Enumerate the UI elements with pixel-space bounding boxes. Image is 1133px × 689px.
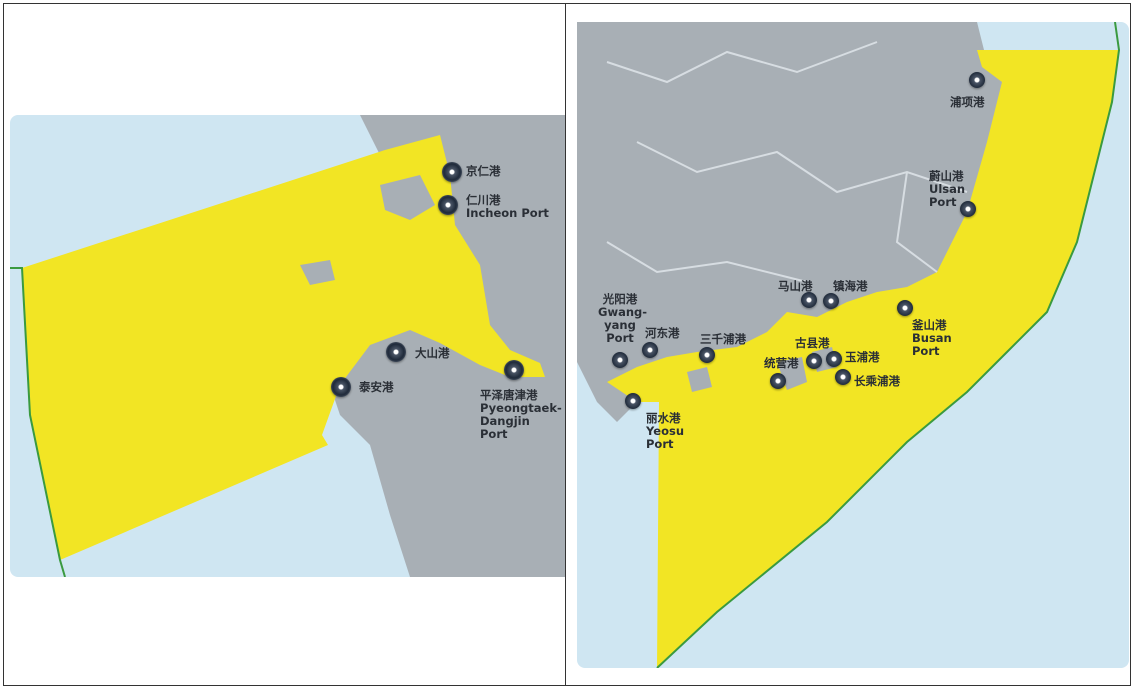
port-label-jangseungpo: 长乘浦港 <box>854 374 900 388</box>
land <box>577 22 1012 422</box>
port-marker-masan[interactable] <box>801 292 817 308</box>
port-label-gwangyang: 光阳港 Gwang-yang Port <box>598 292 648 345</box>
port-marker-ulsan[interactable] <box>960 201 976 217</box>
port-label-jinhae: 镇海港 <box>833 279 868 293</box>
economic-zone <box>22 135 545 560</box>
port-marker-incheon[interactable] <box>438 195 458 215</box>
province-borders <box>606 41 968 283</box>
port-marker-hadong[interactable] <box>642 342 658 358</box>
port-label-gohyeon: 古县港 <box>795 336 830 350</box>
port-label-taean: 泰安港 <box>359 380 394 394</box>
boundary-line <box>656 22 1121 668</box>
port-marker-jangseungpo[interactable] <box>835 369 851 385</box>
economic-zone <box>607 50 1119 668</box>
port-label-masan: 马山港 <box>778 279 813 293</box>
port-label-incheon: 仁川港 Incheon Port <box>466 193 549 220</box>
port-marker-yeosu[interactable] <box>625 393 641 409</box>
island <box>300 175 440 375</box>
port-marker-okpo[interactable] <box>826 351 842 367</box>
port-marker-pohang[interactable] <box>969 72 985 88</box>
port-label-yeosu: 丽水港 Yeosu Port <box>646 411 685 451</box>
port-label-okpo: 玉浦港 <box>845 350 880 364</box>
port-label-busan: 釜山港 Busan Port <box>912 318 952 358</box>
right-map <box>577 22 1129 668</box>
port-marker-gohyeon[interactable] <box>806 353 822 369</box>
port-marker-samcheonpo[interactable] <box>699 347 715 363</box>
port-label-pohang: 浦项港 <box>950 95 985 109</box>
port-marker-taean[interactable] <box>331 377 351 397</box>
port-marker-gwangyang[interactable] <box>612 352 628 368</box>
island <box>687 347 837 392</box>
port-marker-daesan[interactable] <box>386 342 406 362</box>
port-marker-jinhae[interactable] <box>823 293 839 309</box>
port-marker-pyeongtaek[interactable] <box>504 360 524 380</box>
port-label-pyeongtaek: 平泽唐津港 Pyeongtaek-Dangjin Port <box>480 388 562 441</box>
port-label-daesan: 大山港 <box>415 346 450 360</box>
port-label-ulsan: 蔚山港 Ulsan Port <box>929 169 966 209</box>
port-marker-gyeongin[interactable] <box>442 162 462 182</box>
port-label-samcheonpo: 三千浦港 <box>700 332 746 346</box>
port-label-tongyeong: 统营港 <box>764 356 799 370</box>
boundary-line <box>10 267 66 577</box>
port-label-gyeongin: 京仁港 <box>466 164 501 178</box>
port-marker-busan[interactable] <box>897 300 913 316</box>
port-marker-tongyeong[interactable] <box>770 373 786 389</box>
port-label-hadong: 河东港 <box>645 326 680 340</box>
left-map <box>10 115 565 577</box>
